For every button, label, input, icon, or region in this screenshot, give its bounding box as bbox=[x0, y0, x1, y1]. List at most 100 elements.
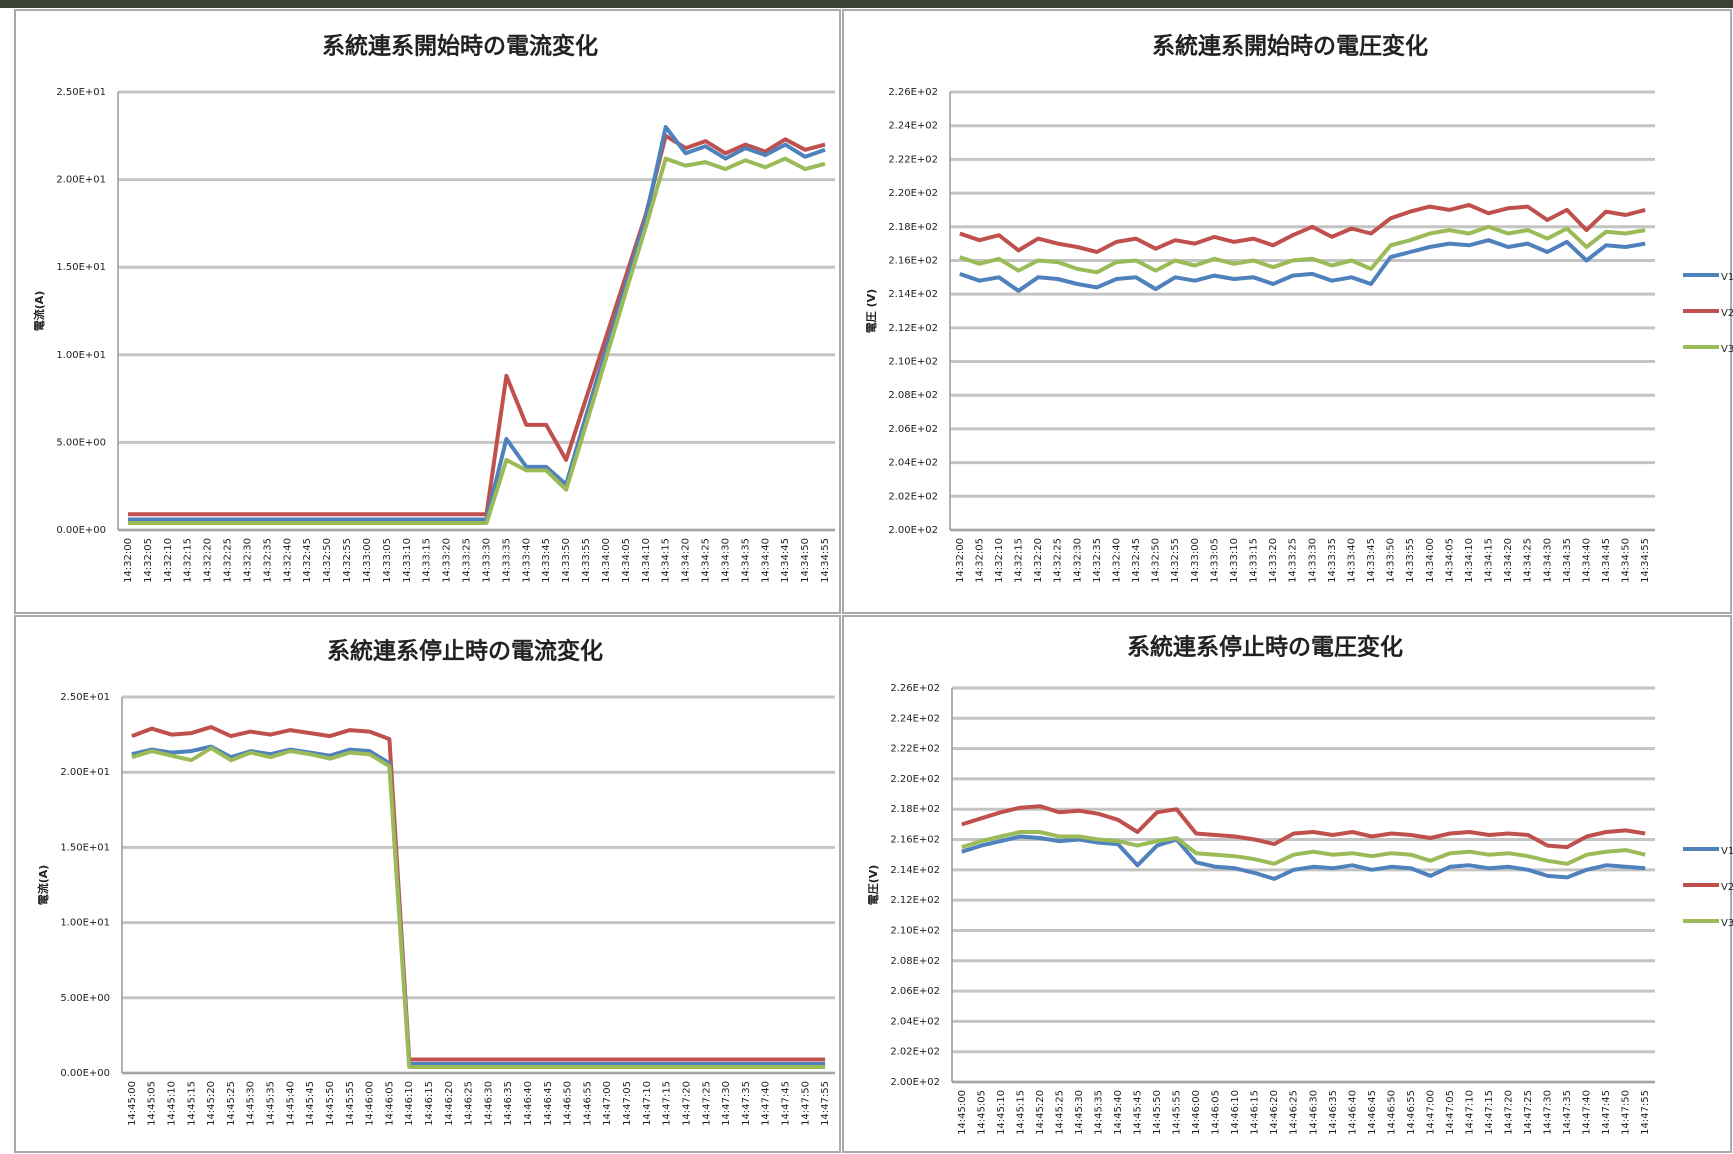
x-tick-label: 14:32:45 bbox=[302, 538, 313, 583]
x-tick-label: 14:34:05 bbox=[1444, 538, 1455, 583]
x-tick-label: 14:45:05 bbox=[147, 1081, 158, 1126]
y-tick-label: 2.08E+02 bbox=[890, 956, 940, 967]
x-tick-label: 14:47:35 bbox=[741, 1081, 752, 1126]
x-tick-label: 14:47:50 bbox=[1621, 1090, 1632, 1135]
x-tick-label: 14:46:30 bbox=[1308, 1090, 1319, 1135]
x-tick-label: 14:33:00 bbox=[1190, 538, 1201, 583]
x-tick-label: 14:32:00 bbox=[955, 538, 966, 583]
legend-label: V1 bbox=[1721, 846, 1733, 857]
x-tick-label: 14:47:20 bbox=[681, 1081, 692, 1126]
x-tick-label: 14:34:40 bbox=[1581, 538, 1592, 583]
y-tick-label: 2.26E+02 bbox=[890, 683, 940, 694]
x-tick-label: 14:34:35 bbox=[1562, 538, 1573, 583]
x-tick-label: 14:46:55 bbox=[1406, 1090, 1417, 1135]
x-tick-label: 14:34:55 bbox=[820, 538, 831, 583]
x-tick-label: 14:47:40 bbox=[761, 1081, 772, 1126]
x-tick-label: 14:34:10 bbox=[1464, 538, 1475, 583]
y-axis-title: 電圧(V) bbox=[867, 865, 880, 906]
x-tick-label: 14:46:10 bbox=[404, 1081, 415, 1126]
x-tick-label: 14:46:05 bbox=[384, 1081, 395, 1126]
x-tick-label: 14:32:15 bbox=[183, 538, 194, 583]
x-tick-label: 14:32:15 bbox=[1014, 538, 1025, 583]
x-tick-label: 14:32:50 bbox=[322, 538, 333, 583]
x-tick-label: 14:32:45 bbox=[1131, 538, 1142, 583]
x-tick-label: 14:47:20 bbox=[1504, 1090, 1515, 1135]
top-strip bbox=[0, 0, 1733, 8]
x-tick-label: 14:46:50 bbox=[1386, 1090, 1397, 1135]
x-tick-label: 14:46:25 bbox=[464, 1081, 475, 1126]
y-tick-label: 0.00E+00 bbox=[60, 1068, 110, 1079]
x-tick-label: 14:45:15 bbox=[186, 1081, 197, 1126]
y-tick-label: 2.18E+02 bbox=[890, 804, 940, 815]
x-tick-label: 14:47:05 bbox=[1445, 1090, 1456, 1135]
chart-title: 系統連系開始時の電圧変化 bbox=[1152, 33, 1428, 60]
y-tick-label: 2.00E+01 bbox=[60, 767, 110, 778]
x-tick-label: 14:45:10 bbox=[996, 1090, 1007, 1135]
x-tick-label: 14:46:35 bbox=[1328, 1090, 1339, 1135]
y-tick-label: 0.00E+00 bbox=[56, 525, 106, 536]
x-tick-label: 14:32:40 bbox=[1111, 538, 1122, 583]
y-axis-title: 電流(A) bbox=[32, 291, 46, 332]
x-tick-label: 14:45:00 bbox=[127, 1081, 138, 1126]
y-tick-label: 2.18E+02 bbox=[888, 222, 938, 233]
x-tick-label: 14:46:45 bbox=[543, 1081, 554, 1126]
y-tick-label: 2.08E+02 bbox=[888, 390, 938, 401]
x-tick-label: 14:33:05 bbox=[382, 538, 393, 583]
x-tick-label: 14:45:35 bbox=[1093, 1090, 1104, 1135]
x-tick-label: 14:33:55 bbox=[581, 538, 592, 583]
x-tick-label: 14:32:05 bbox=[143, 538, 154, 583]
x-tick-label: 14:45:10 bbox=[167, 1081, 178, 1126]
x-tick-label: 14:45:45 bbox=[1133, 1090, 1144, 1135]
x-tick-label: 14:32:35 bbox=[262, 538, 273, 583]
x-tick-label: 14:34:35 bbox=[740, 538, 751, 583]
x-tick-label: 14:46:20 bbox=[444, 1081, 455, 1126]
y-tick-label: 2.00E+01 bbox=[56, 175, 106, 186]
x-tick-label: 14:46:05 bbox=[1211, 1090, 1222, 1135]
chart-sheet: 系統連系開始時の電流変化0.00E+005.00E+001.00E+011.50… bbox=[0, 0, 1733, 1154]
y-tick-label: 2.12E+02 bbox=[888, 323, 938, 334]
x-tick-label: 14:45:35 bbox=[266, 1081, 277, 1126]
x-tick-label: 14:34:10 bbox=[641, 538, 652, 583]
x-tick-label: 14:45:50 bbox=[1152, 1090, 1163, 1135]
y-axis-title: 電圧 (V) bbox=[865, 289, 878, 333]
x-tick-label: 14:45:30 bbox=[246, 1081, 257, 1126]
chart-title: 系統連系停止時の電圧変化 bbox=[1127, 634, 1403, 661]
x-tick-label: 14:46:40 bbox=[523, 1081, 534, 1126]
x-tick-label: 14:47:10 bbox=[1464, 1090, 1475, 1135]
x-tick-label: 14:33:45 bbox=[1366, 538, 1377, 583]
x-tick-label: 14:46:00 bbox=[365, 1081, 376, 1126]
x-tick-label: 14:47:55 bbox=[820, 1081, 831, 1126]
y-tick-label: 2.22E+02 bbox=[890, 744, 940, 755]
y-tick-label: 2.10E+02 bbox=[888, 357, 938, 368]
x-tick-label: 14:47:35 bbox=[1562, 1090, 1573, 1135]
x-tick-label: 14:33:40 bbox=[1346, 538, 1357, 583]
x-tick-label: 14:47:55 bbox=[1640, 1090, 1651, 1135]
x-tick-label: 14:32:55 bbox=[342, 538, 353, 583]
legend-label: V1 bbox=[1721, 272, 1733, 283]
y-tick-label: 2.12E+02 bbox=[890, 895, 940, 906]
x-tick-label: 14:34:50 bbox=[1621, 538, 1632, 583]
x-tick-label: 14:46:50 bbox=[563, 1081, 574, 1126]
x-tick-label: 14:47:15 bbox=[662, 1081, 673, 1126]
x-tick-label: 14:47:45 bbox=[1601, 1090, 1612, 1135]
x-tick-label: 14:34:50 bbox=[800, 538, 811, 583]
x-tick-label: 14:47:30 bbox=[1543, 1090, 1554, 1135]
y-tick-label: 2.24E+02 bbox=[890, 713, 940, 724]
x-tick-label: 14:33:50 bbox=[1386, 538, 1397, 583]
y-tick-label: 2.04E+02 bbox=[890, 1016, 940, 1027]
y-tick-label: 2.20E+02 bbox=[890, 774, 940, 785]
x-tick-label: 14:45:20 bbox=[206, 1081, 217, 1126]
x-tick-label: 14:46:20 bbox=[1269, 1090, 1280, 1135]
x-tick-label: 14:33:35 bbox=[1327, 538, 1338, 583]
x-tick-label: 14:34:30 bbox=[720, 538, 731, 583]
y-tick-label: 2.24E+02 bbox=[888, 121, 938, 132]
x-tick-label: 14:45:25 bbox=[1054, 1090, 1065, 1135]
x-tick-label: 14:34:25 bbox=[701, 538, 712, 583]
x-tick-label: 14:32:05 bbox=[974, 538, 985, 583]
x-tick-label: 14:32:30 bbox=[1072, 538, 1083, 583]
y-tick-label: 2.14E+02 bbox=[890, 865, 940, 876]
y-tick-label: 2.04E+02 bbox=[888, 458, 938, 469]
x-tick-label: 14:45:45 bbox=[305, 1081, 316, 1126]
x-tick-label: 14:45:30 bbox=[1074, 1090, 1085, 1135]
x-tick-label: 14:34:45 bbox=[1601, 538, 1612, 583]
